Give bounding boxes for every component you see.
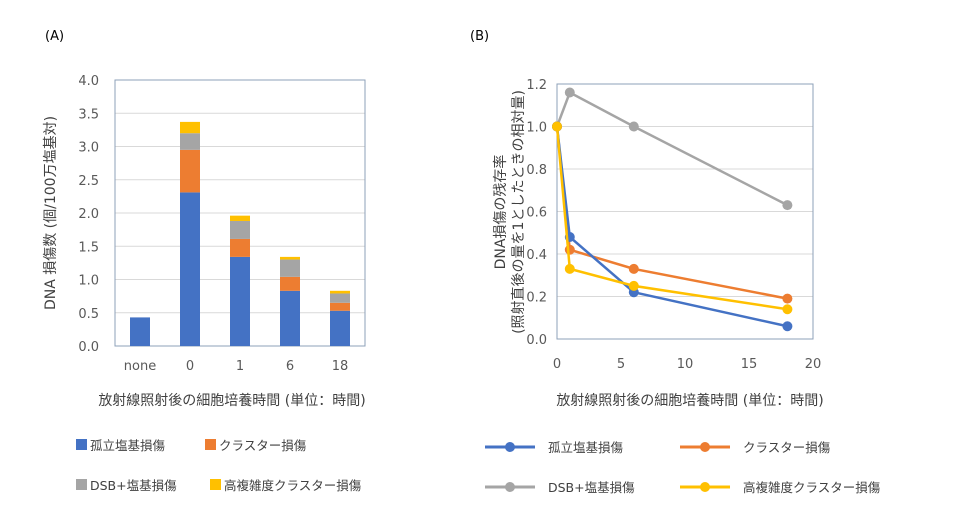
- bar-segment: [180, 149, 200, 193]
- x-axis-title-b: 放射線照射後の細胞培養時間 (単位：時間): [556, 392, 823, 409]
- bar-segment: [180, 133, 200, 150]
- bar-segment: [330, 293, 350, 303]
- bar-segment: [230, 220, 250, 239]
- y-tick-label: 0.0: [78, 340, 99, 355]
- y-axis-title-b-line2: (照射直後の量を1としたときの相対量): [510, 90, 527, 334]
- y-tick-label: 2.0: [78, 207, 99, 222]
- legend-label: クラスター損傷: [219, 438, 307, 453]
- bar-segment: [330, 310, 350, 346]
- legend-marker: [700, 482, 710, 492]
- data-point: [628, 263, 639, 274]
- bar-chart-a: (A) DNA 損傷数 (個/100万塩基対) 放射線照射後の細胞培養時間 (単…: [42, 29, 366, 493]
- y-axis-title-a: DNA 損傷数 (個/100万塩基対): [42, 116, 59, 310]
- bar-segment: [180, 192, 200, 346]
- bar-segment: [230, 215, 250, 221]
- data-point: [782, 304, 793, 315]
- panel-label-b: (B): [470, 29, 489, 44]
- bar-segment: [230, 256, 250, 346]
- data-point: [564, 244, 575, 255]
- y-tick-label: 3.5: [78, 107, 99, 122]
- y-tick-label: 4.0: [78, 74, 99, 89]
- bar-segment: [130, 317, 150, 346]
- y-tick-label: 0.4: [526, 248, 547, 263]
- legend-marker: [505, 442, 515, 452]
- y-tick-label: 1.0: [526, 121, 547, 136]
- legend-label: DSB+塩基損傷: [90, 478, 177, 493]
- legend-swatch: [76, 479, 87, 490]
- bar-segment: [280, 276, 300, 291]
- legend-swatch: [76, 439, 87, 450]
- data-point: [564, 263, 575, 274]
- panel-label-a: (A): [45, 29, 64, 44]
- x-tick-label: none: [124, 359, 156, 374]
- legend-marker: [700, 442, 710, 452]
- data-point: [782, 321, 793, 332]
- y-tick-label: 2.5: [78, 174, 99, 189]
- data-point: [628, 121, 639, 132]
- x-tick-label: 1: [236, 359, 244, 374]
- y-tick-label: 0.5: [78, 307, 99, 322]
- y-tick-label: 0.8: [526, 163, 547, 178]
- y-axis-title-b-line1: DNA損傷の残存率: [492, 155, 509, 270]
- bar-segment: [330, 290, 350, 294]
- legend-label: 孤立塩基損傷: [548, 440, 624, 455]
- y-tick-label: 0.0: [526, 333, 547, 348]
- bar-segment: [280, 290, 300, 346]
- plot-frame: [556, 83, 814, 340]
- x-tick-label: 15: [741, 357, 758, 372]
- bar-segment: [330, 302, 350, 311]
- bar-segment: [280, 259, 300, 277]
- x-tick-label: 0: [186, 359, 194, 374]
- y-tick-label: 0.6: [526, 206, 547, 221]
- y-tick-label: 1.2: [526, 78, 547, 93]
- legend-marker: [505, 482, 515, 492]
- data-point: [564, 87, 575, 98]
- legend-label: クラスター損傷: [743, 440, 831, 455]
- legend-label: DSB+塩基損傷: [548, 480, 635, 495]
- data-point: [552, 121, 562, 132]
- line-chart-b: (B) DNA損傷の残存率 (照射直後の量を1としたときの相対量) 放射線照射後…: [470, 29, 881, 495]
- y-tick-label: 3.0: [78, 141, 99, 156]
- series-line: [555, 126, 788, 311]
- data-point: [782, 293, 793, 304]
- x-tick-label: 0: [553, 357, 561, 372]
- bar-segment: [180, 121, 200, 134]
- x-tick-label: 10: [677, 357, 694, 372]
- series-line: [555, 126, 788, 328]
- x-tick-label: 6: [286, 359, 294, 374]
- series-line: [555, 90, 788, 207]
- data-point: [782, 200, 793, 211]
- bar-segment: [280, 256, 300, 260]
- bar-segment: [230, 238, 250, 257]
- x-tick-label: 18: [332, 359, 349, 374]
- legend-label: 高複雑度クラスター損傷: [743, 480, 881, 495]
- x-tick-label: 20: [805, 357, 822, 372]
- y-tick-label: 1.0: [78, 274, 99, 289]
- legend-label: 孤立塩基損傷: [90, 438, 166, 453]
- x-tick-label: 5: [617, 357, 625, 372]
- legend-swatch: [205, 439, 216, 450]
- series-line: [555, 126, 788, 300]
- data-point: [628, 280, 639, 291]
- legend-swatch: [210, 479, 221, 490]
- legend-label: 高複雑度クラスター損傷: [224, 478, 362, 493]
- y-tick-label: 0.2: [526, 291, 547, 306]
- y-tick-label: 1.5: [78, 240, 99, 255]
- x-axis-title-a: 放射線照射後の細胞培養時間 (単位：時間): [98, 392, 365, 409]
